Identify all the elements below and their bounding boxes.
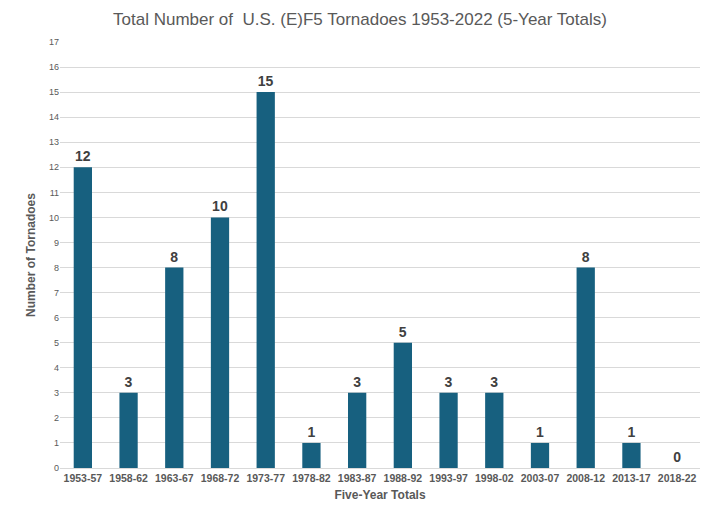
svg-text:3: 3 — [125, 374, 133, 390]
svg-text:17: 17 — [49, 37, 59, 47]
svg-text:10: 10 — [49, 213, 59, 223]
svg-text:5: 5 — [399, 324, 407, 340]
svg-text:5: 5 — [54, 338, 59, 348]
svg-text:11: 11 — [50, 188, 59, 198]
svg-text:1: 1 — [54, 438, 59, 448]
svg-text:8: 8 — [170, 249, 178, 265]
svg-text:1: 1 — [307, 424, 315, 440]
svg-text:1968-72: 1968-72 — [201, 472, 240, 484]
svg-text:6: 6 — [54, 313, 59, 323]
svg-text:1958-62: 1958-62 — [109, 472, 148, 484]
svg-text:1: 1 — [536, 424, 544, 440]
svg-text:9: 9 — [54, 238, 59, 248]
svg-text:1983-87: 1983-87 — [338, 472, 377, 484]
svg-text:Five-Year Totals: Five-Year Totals — [334, 488, 425, 502]
svg-text:2: 2 — [54, 413, 59, 423]
svg-text:0: 0 — [673, 449, 681, 465]
svg-text:Total Number of U.S. (E)F5 To: Total Number of U.S. (E)F5 Tornadoes 195… — [113, 10, 607, 29]
svg-text:15: 15 — [49, 87, 59, 97]
svg-text:1988-92: 1988-92 — [384, 472, 423, 484]
svg-text:4: 4 — [54, 363, 59, 373]
svg-text:1993-97: 1993-97 — [429, 472, 468, 484]
svg-text:3: 3 — [54, 388, 59, 398]
svg-text:Number of Tornadoes: Number of Tornadoes — [24, 193, 38, 317]
svg-text:1953-57: 1953-57 — [64, 472, 103, 484]
svg-text:15: 15 — [258, 73, 274, 89]
svg-text:3: 3 — [490, 374, 498, 390]
svg-text:16: 16 — [49, 62, 59, 72]
svg-text:1: 1 — [627, 424, 635, 440]
svg-text:14: 14 — [49, 112, 59, 122]
svg-text:1963-67: 1963-67 — [155, 472, 194, 484]
svg-text:12: 12 — [75, 148, 91, 164]
svg-text:2003-07: 2003-07 — [521, 472, 560, 484]
svg-text:1998-02: 1998-02 — [475, 472, 514, 484]
svg-text:8: 8 — [54, 263, 59, 273]
svg-text:2013-17: 2013-17 — [612, 472, 651, 484]
svg-text:3: 3 — [445, 374, 453, 390]
svg-text:7: 7 — [54, 288, 59, 298]
svg-text:3: 3 — [353, 374, 361, 390]
svg-text:10: 10 — [212, 198, 228, 214]
svg-text:2018-22: 2018-22 — [658, 472, 697, 484]
svg-text:12: 12 — [49, 162, 59, 172]
svg-text:2008-12: 2008-12 — [566, 472, 605, 484]
svg-text:0: 0 — [54, 463, 59, 473]
svg-text:8: 8 — [582, 249, 590, 265]
svg-text:1978-82: 1978-82 — [292, 472, 331, 484]
svg-text:13: 13 — [49, 137, 59, 147]
svg-text:1973-77: 1973-77 — [246, 472, 285, 484]
